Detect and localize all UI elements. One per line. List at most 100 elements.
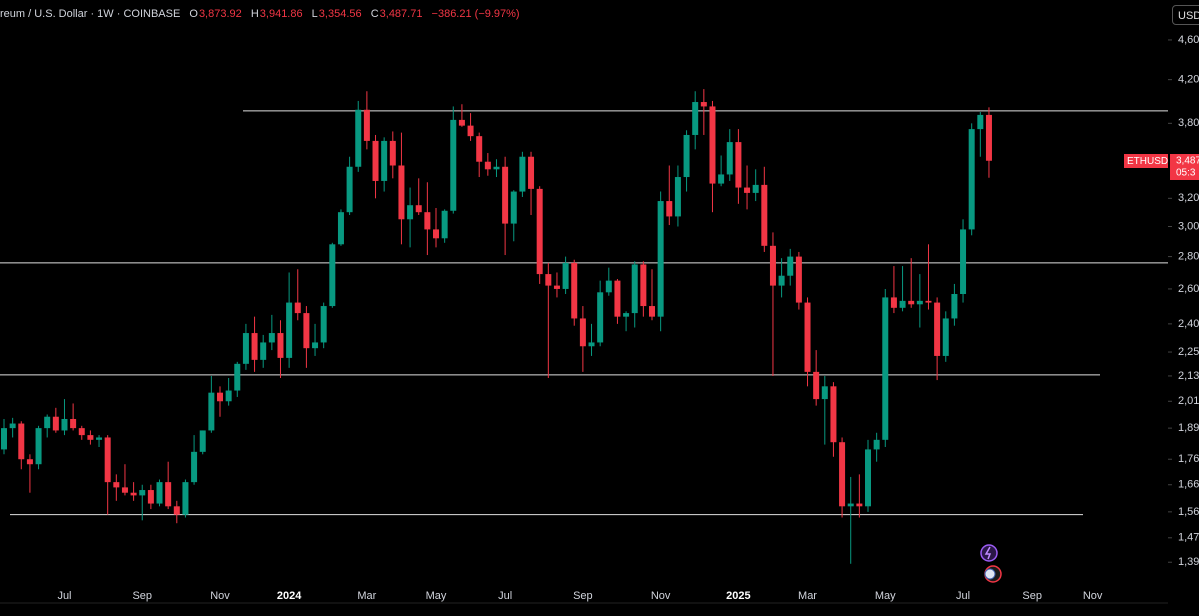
event-icons — [980, 544, 1002, 583]
badge-symbol-box — [1124, 154, 1168, 168]
o-label: O — [189, 8, 198, 20]
candle-body — [381, 140, 388, 181]
candle-body — [70, 418, 77, 429]
h-label: H — [250, 8, 259, 20]
candle-body — [156, 482, 163, 504]
candle-body — [346, 166, 353, 213]
candle-body — [467, 125, 474, 137]
badge-price-box — [1170, 154, 1199, 180]
candle-body — [208, 392, 215, 431]
candle-body — [579, 318, 586, 347]
candle-body — [234, 363, 241, 391]
candle-body — [372, 140, 379, 181]
x-tick-label: Jul — [57, 590, 71, 602]
currency-button[interactable]: USD — [1172, 5, 1199, 25]
candle-body — [890, 297, 897, 308]
low-value: 3,354.56 — [318, 8, 362, 20]
y-tick-label: 3,200 — [1178, 192, 1199, 204]
candle-body — [985, 114, 992, 161]
candle-body — [458, 119, 465, 126]
candle-body — [968, 129, 975, 230]
candle-body — [640, 264, 647, 307]
candle-body — [761, 184, 768, 246]
candle-body — [605, 280, 612, 293]
candle-body — [260, 342, 267, 360]
candle-body — [778, 275, 785, 286]
x-tick-label: Jul — [956, 590, 970, 602]
candle-body — [312, 342, 319, 349]
candle-body — [476, 136, 483, 162]
candle-body — [78, 428, 85, 436]
candle-body — [139, 490, 146, 496]
y-tick-label: 1,760 — [1178, 453, 1199, 465]
candle-body — [597, 292, 604, 343]
y-tick-label: 1,890 — [1178, 422, 1199, 434]
candle-body — [813, 371, 820, 400]
candle-body — [951, 294, 958, 319]
candle-body — [769, 245, 776, 286]
candle-body — [26, 459, 33, 465]
candle-body — [433, 229, 439, 239]
candle-body — [173, 506, 180, 515]
candle-body — [104, 437, 111, 483]
candle-body — [916, 300, 923, 305]
x-tick-label: Nov — [651, 590, 671, 602]
candle-body — [1, 428, 7, 450]
candle-body — [649, 306, 655, 317]
candle-body — [337, 212, 344, 245]
candle-body — [35, 428, 42, 465]
candle-body — [726, 142, 733, 175]
candle-body — [735, 142, 742, 188]
candle-body — [553, 285, 560, 289]
candle-body — [588, 342, 595, 347]
candle-body — [398, 165, 405, 220]
y-tick-label: 3,800 — [1178, 117, 1199, 129]
candle-body — [61, 418, 68, 431]
candle-body — [355, 109, 362, 167]
y-tick-label: 1,470 — [1178, 532, 1199, 544]
close-value: 3,487.71 — [379, 8, 423, 20]
candle-body — [683, 134, 690, 178]
candle-body — [268, 333, 275, 343]
y-tick-label: 2,010 — [1178, 395, 1199, 407]
x-tick-label: 2025 — [726, 590, 750, 602]
candle-body — [545, 274, 552, 286]
candle-body — [787, 256, 794, 276]
header: reum / U.S. Dollar · 1W · COINBASE O3,87… — [0, 8, 526, 20]
candle-body — [217, 392, 223, 402]
y-tick-label: 1,660 — [1178, 479, 1199, 491]
x-tick-label: Mar — [357, 590, 376, 602]
y-tick-label: 4,600 — [1178, 34, 1199, 46]
candle-body — [839, 442, 846, 507]
candle-body — [657, 201, 664, 317]
candle-body — [9, 423, 16, 429]
candle-body — [700, 102, 707, 107]
price-badge: ETHUSD 3,487.71 05:3 — [1124, 154, 1199, 180]
x-tick-label: Sep — [132, 590, 152, 602]
candle-body — [873, 439, 880, 450]
candle-body — [303, 313, 310, 349]
candle-body — [121, 487, 128, 493]
y-tick-label: 4,200 — [1178, 74, 1199, 86]
candle-body — [450, 119, 457, 211]
candle-body — [908, 300, 915, 305]
candle-body — [744, 187, 751, 193]
candle-body — [502, 166, 509, 224]
candle-body — [329, 244, 336, 307]
candle-body — [666, 201, 673, 217]
x-tick-label: May — [426, 590, 447, 602]
candle-body — [320, 306, 327, 343]
candle-body — [165, 482, 172, 507]
candle-body — [692, 102, 699, 135]
event-icon-flag — [984, 568, 996, 580]
candle-body — [199, 430, 206, 452]
change-value: −386.21 (−9.97%) — [431, 8, 520, 20]
event-icon[interactable] — [980, 544, 998, 562]
candle-body — [718, 174, 725, 184]
candle-body — [407, 205, 414, 220]
candle-body — [286, 302, 293, 358]
candle-body — [865, 449, 871, 507]
candle-body — [830, 386, 837, 443]
